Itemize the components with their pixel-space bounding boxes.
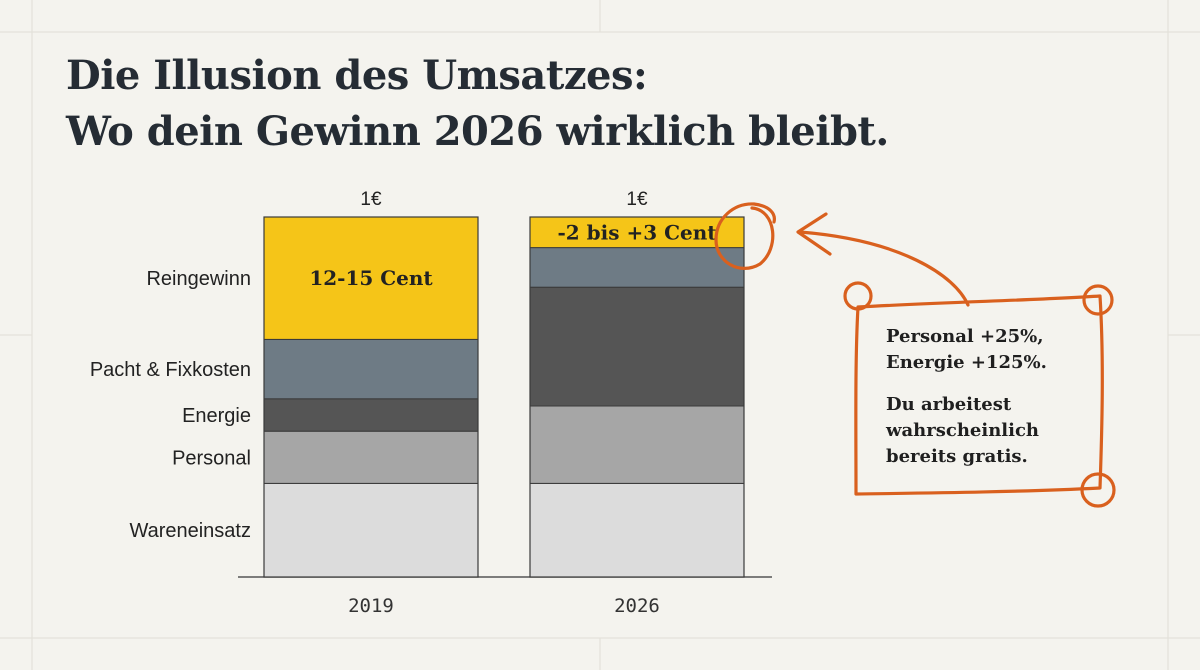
bars xyxy=(263,216,745,578)
note-line-1: Personal +25%, xyxy=(886,326,1044,347)
segment-label-reingewinn: Reingewinn xyxy=(146,268,251,290)
note-box xyxy=(854,294,1104,496)
note-line-5: bereits gratis. xyxy=(886,446,1028,467)
bar-outline-2026 xyxy=(529,216,745,578)
bar-total-label-2019: 1€ xyxy=(360,189,382,210)
x-tick-label-2019: 2019 xyxy=(348,595,394,617)
bar-segment-2019-wareneinsatz xyxy=(263,482,479,578)
annotation-shapes xyxy=(714,202,1116,508)
note-line-3: Du arbeitest xyxy=(886,394,1012,415)
bar-value-label-2026: -2 bis +3 Cent xyxy=(557,220,717,244)
bar-segment-2026-reingewinn xyxy=(529,216,745,249)
bar-segment-2019-reingewinn xyxy=(263,216,479,340)
segment-label-pacht-fixkosten: Pacht & Fixkosten xyxy=(90,359,251,381)
pin-bottom-right xyxy=(1080,472,1116,508)
highlight-circle xyxy=(714,202,776,270)
pin-top-left xyxy=(843,281,873,311)
segment-label-energie: Energie xyxy=(182,405,251,427)
bar-value-label-2019: 12-15 Cent xyxy=(309,266,433,290)
segment-label-personal: Personal xyxy=(172,447,251,469)
bar-segment-2019-energie xyxy=(263,398,479,432)
bar-segment-2026-pacht-fixkosten xyxy=(529,247,745,288)
note-line-4: wahrscheinlich xyxy=(886,420,1040,441)
bar-segment-2019-personal xyxy=(263,430,479,484)
bar-segment-2026-energie xyxy=(529,286,745,407)
x-tick-label-2026: 2026 xyxy=(614,595,660,617)
labels: 2019 1€ 12-15 Cent 2026 1€ -2 bis +3 Cent Ware… xyxy=(90,189,717,617)
arrow-curve xyxy=(798,230,970,307)
pin-top-right xyxy=(1082,284,1114,316)
bar-total-label-2026: 1€ xyxy=(626,189,648,210)
segment-label-wareneinsatz: Wareneinsatz xyxy=(129,520,251,542)
bar-outline-2019 xyxy=(263,216,479,578)
bar-segment-2019-pacht-fixkosten xyxy=(263,338,479,400)
chart-title-line-2: Wo dein Gewinn 2026 wirklich bleibt. xyxy=(66,108,889,155)
bar-segment-2026-wareneinsatz xyxy=(529,482,745,578)
arrow-head xyxy=(796,212,832,256)
bar-segment-2026-personal xyxy=(529,405,745,484)
chart-title-line-1: Die Illusion des Umsatzes: xyxy=(66,52,648,99)
note-line-2: Energie +125%. xyxy=(886,352,1047,373)
